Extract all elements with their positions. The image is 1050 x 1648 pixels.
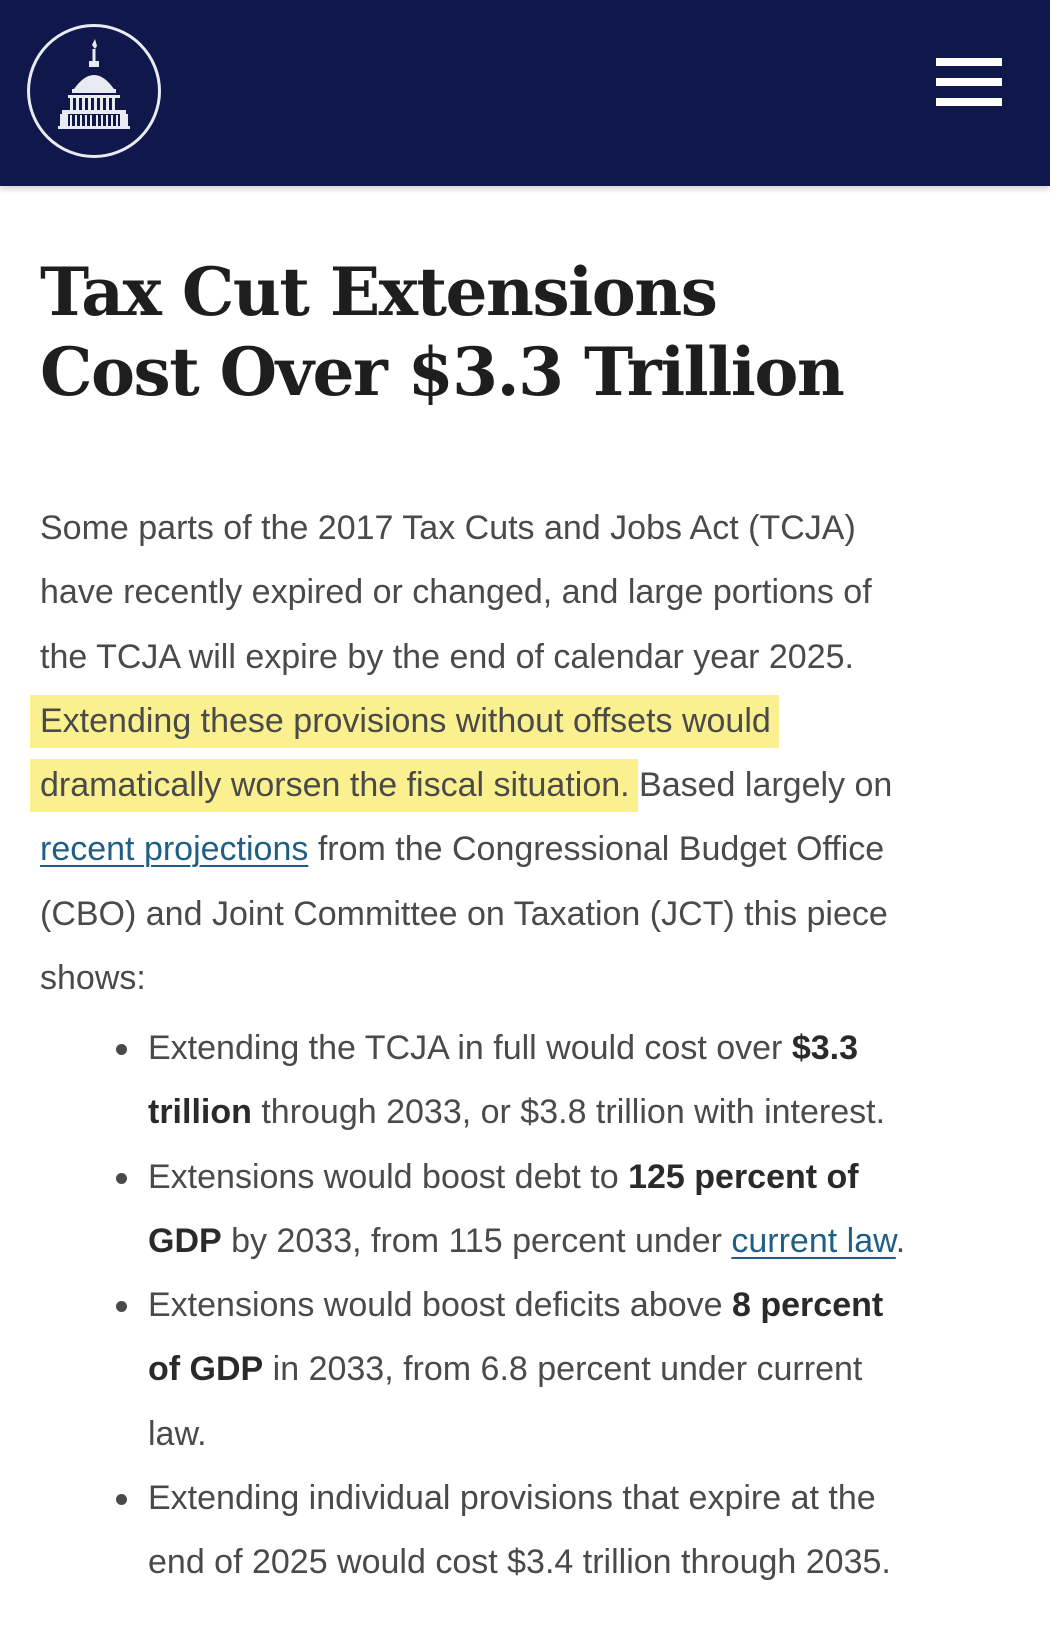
intro-line: dramatically worsen the fiscal situation… — [40, 753, 1020, 817]
bullet-icon — [116, 1172, 127, 1184]
list-bold-text: 125 percent of — [628, 1157, 859, 1196]
list-text: in 2033, from 6.8 percent under current — [263, 1350, 863, 1389]
menu-bar-top — [936, 58, 1002, 66]
intro-line: shows: — [40, 959, 146, 998]
list-item-line: law. — [148, 1414, 207, 1453]
current-law-link[interactable]: current law — [731, 1221, 896, 1260]
site-header — [0, 0, 1050, 186]
list-text: by 2033, from 115 percent under — [221, 1221, 732, 1260]
list-bold-text: $3.3 — [791, 1029, 859, 1067]
title-line-2: Cost Over $3.3 Trillion — [40, 333, 845, 411]
bullet-icon — [116, 1044, 127, 1055]
title-line-1: Tax Cut Extensions — [40, 253, 718, 331]
intro-paragraph: Some parts of the 2017 Tax Cuts and Jobs… — [40, 496, 1020, 1010]
intro-text: from the Congressional Budget Office — [308, 830, 885, 869]
list-item-line: trillion through 2033, or $3.8 trillion … — [148, 1080, 1028, 1144]
findings-list: Extending the TCJA in full would cost ov… — [116, 1016, 1028, 1595]
intro-line: Extending these provisions without offse… — [40, 689, 1020, 753]
list-item-line: end of 2025 would cost $3.4 trillion thr… — [148, 1543, 891, 1582]
list-text: Extending the TCJA in full would cost ov… — [148, 1029, 792, 1067]
intro-line: Some parts of the 2017 Tax Cuts and Jobs… — [40, 509, 856, 547]
list-bold-text: of GDP — [148, 1350, 264, 1389]
highlighted-text: dramatically worsen the fiscal situation… — [40, 759, 630, 813]
list-bold-text: GDP — [148, 1221, 222, 1260]
list-item: Extending the TCJA in full would cost ov… — [116, 1016, 1028, 1145]
list-bold-text: trillion — [148, 1093, 252, 1132]
hamburger-menu-icon[interactable] — [932, 52, 1006, 112]
list-item-line: of GDP in 2033, from 6.8 percent under c… — [148, 1337, 1028, 1401]
menu-bar-middle — [936, 78, 1002, 86]
bullet-icon — [116, 1301, 127, 1313]
list-text: Extensions would boost deficits above — [148, 1286, 733, 1325]
list-item: Extensions would boost debt to 125 perce… — [116, 1145, 1028, 1274]
list-item-line: Extensions would boost debt to 125 perce… — [148, 1145, 1028, 1209]
list-item-line: GDP by 2033, from 115 percent under curr… — [148, 1209, 1028, 1273]
bullet-icon — [116, 1494, 127, 1506]
intro-line: recent projections from the Congressiona… — [40, 817, 1020, 881]
capitol-logo-graphic — [58, 39, 130, 129]
list-text: through 2033, or $3.8 trillion with inte… — [251, 1093, 886, 1132]
intro-line: (CBO) and Joint Committee on Taxation (J… — [40, 894, 888, 933]
intro-line: have recently expired or changed, and la… — [40, 573, 872, 612]
capitol-dome-icon[interactable] — [27, 24, 161, 158]
highlighted-text: Extending these provisions without offse… — [40, 694, 771, 748]
intro-text: Based largely on — [629, 766, 893, 805]
list-item: Extending individual provisions that exp… — [116, 1466, 1028, 1595]
page-title: Tax Cut Extensions Cost Over $3.3 Trilli… — [40, 252, 1030, 412]
list-text: Extensions would boost debt to — [148, 1157, 629, 1196]
list-bold-text: 8 percent — [732, 1286, 884, 1325]
list-item: Extensions would boost deficits above 8 … — [116, 1273, 1028, 1466]
list-item-line: Extending the TCJA in full would cost ov… — [148, 1016, 1028, 1080]
list-item-line: Extending individual provisions that exp… — [148, 1479, 876, 1518]
recent-projections-link[interactable]: recent projections — [40, 830, 309, 869]
menu-bar-bottom — [936, 98, 1002, 106]
intro-line: the TCJA will expire by the end of calen… — [40, 637, 854, 676]
list-item-line: Extensions would boost deficits above 8 … — [148, 1273, 1028, 1337]
list-text: . — [895, 1221, 906, 1260]
